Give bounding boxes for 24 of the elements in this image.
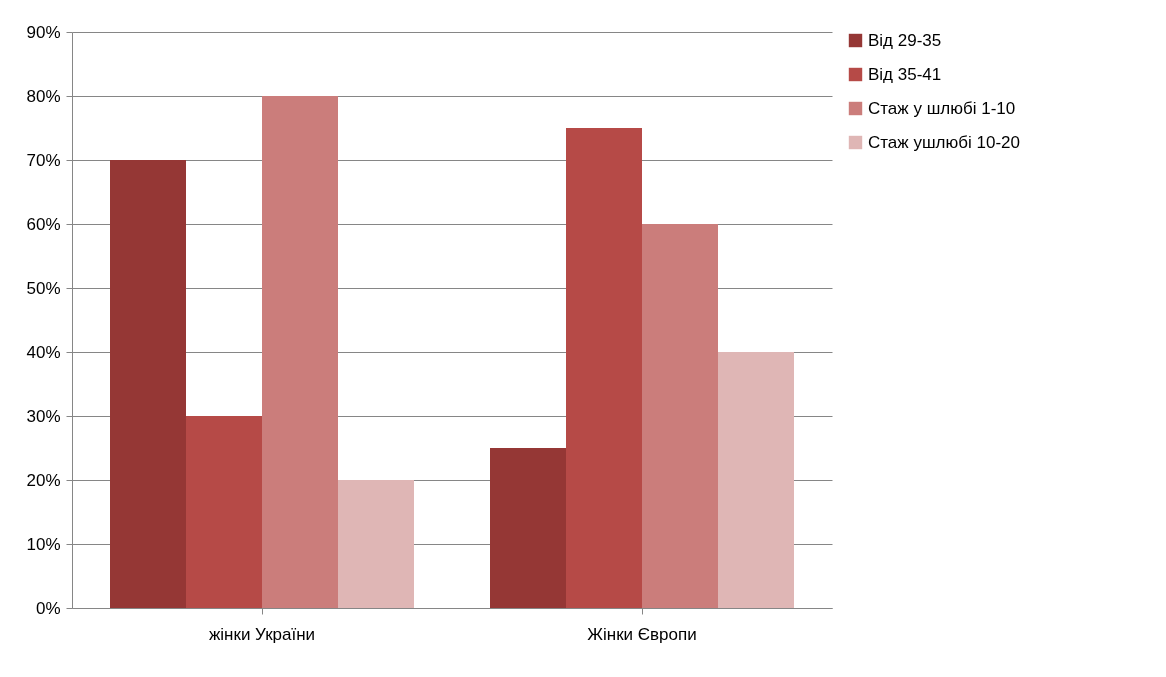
y-tick-label: 30% — [26, 406, 61, 426]
y-tick-label: 20% — [26, 470, 61, 490]
y-tick-label: 60% — [26, 214, 61, 234]
x-tick-label: Жінки Європи — [587, 624, 697, 644]
bar — [338, 480, 414, 608]
legend-label: Стаж ушлюбі 10-20 — [868, 132, 1020, 152]
y-tick-label: 80% — [26, 86, 61, 106]
x-tick-label: жінки України — [208, 624, 316, 644]
bar — [490, 448, 566, 608]
legend-label: Від 35-41 — [868, 64, 942, 84]
bar — [110, 160, 186, 608]
legend-label: Від 29-35 — [868, 30, 942, 50]
y-tick-label: 70% — [26, 150, 61, 170]
bar — [566, 128, 642, 608]
bar — [642, 224, 718, 608]
y-tick-label: 40% — [26, 342, 61, 362]
bar — [262, 96, 338, 608]
y-tick-label: 50% — [26, 278, 61, 298]
y-tick-label: 10% — [26, 534, 61, 554]
bar — [718, 352, 794, 608]
bar — [186, 416, 262, 608]
legend-label: Стаж у шлюбі 1-10 — [868, 98, 1016, 118]
y-tick-label: 0% — [35, 598, 61, 618]
y-tick-label: 90% — [26, 22, 61, 42]
